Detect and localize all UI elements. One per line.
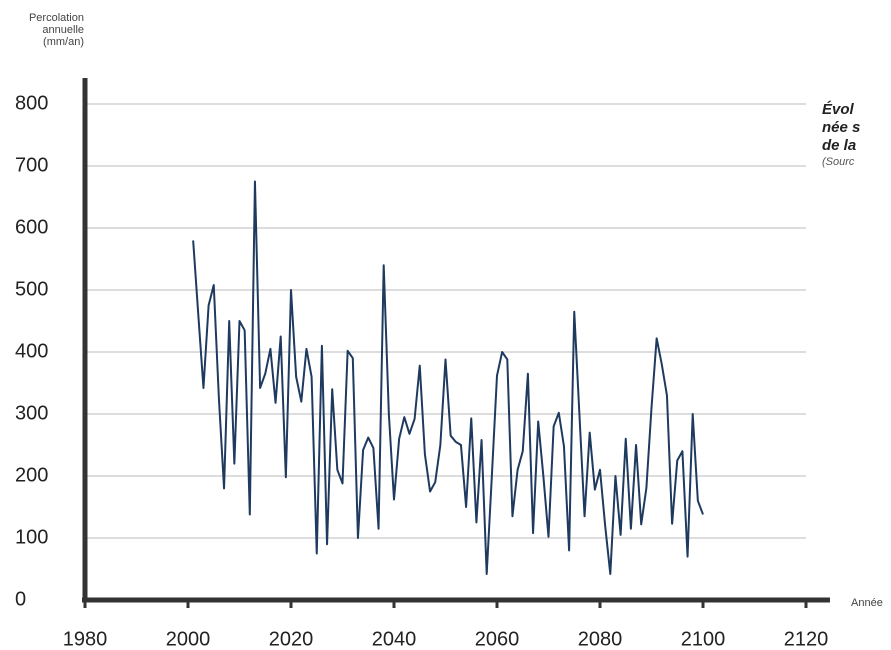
y-axis-label: annuelle <box>42 24 84 36</box>
y-axis-label: Percolation <box>29 12 84 24</box>
source: (Sourc <box>822 156 855 168</box>
x-tick-label: 2120 <box>784 628 829 650</box>
x-axis-label: Année <box>851 597 883 609</box>
data-line <box>192 180 704 575</box>
y-tick-label: 300 <box>15 402 48 424</box>
y-tick-label: 100 <box>15 526 48 548</box>
x-tick-label: 2080 <box>578 628 623 650</box>
chart-title: née s <box>822 119 860 136</box>
y-tick-label: 700 <box>15 154 48 176</box>
y-tick-label: 800 <box>15 92 48 114</box>
chart-title: Évol <box>822 101 855 118</box>
x-tick-label: 2040 <box>372 628 417 650</box>
chart-title: de la <box>822 137 856 154</box>
y-tick-label: 200 <box>15 464 48 486</box>
x-tick-label: 2060 <box>475 628 520 650</box>
y-tick-label: 500 <box>15 278 48 300</box>
y-axis-label: (mm/an) <box>43 36 84 48</box>
x-tick-label: 2020 <box>269 628 314 650</box>
x-tick-label: 1980 <box>63 628 108 650</box>
y-tick-label: 400 <box>15 340 48 362</box>
x-tick-label: 2000 <box>166 628 211 650</box>
x-tick-label: 2100 <box>681 628 726 650</box>
y-tick-label: 0 <box>15 588 26 610</box>
y-tick-label: 600 <box>15 216 48 238</box>
